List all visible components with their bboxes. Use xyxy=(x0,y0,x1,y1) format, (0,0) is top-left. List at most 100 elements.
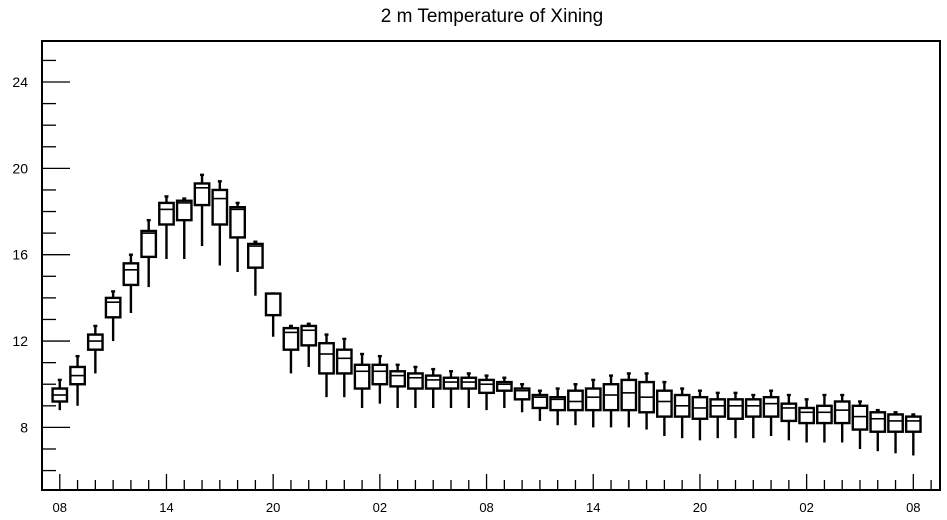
box-body xyxy=(353,363,371,390)
box-item xyxy=(175,197,193,260)
box-item xyxy=(460,372,478,408)
box-item xyxy=(246,240,264,296)
box-body xyxy=(246,242,264,269)
box-body xyxy=(602,383,620,412)
box-body xyxy=(833,400,851,425)
box-item xyxy=(584,378,602,428)
box-body xyxy=(371,363,389,386)
box-item xyxy=(691,389,709,441)
x-tick-label: 08 xyxy=(53,500,67,515)
box-item xyxy=(300,322,318,367)
box-body xyxy=(869,411,887,433)
box-body xyxy=(264,292,282,317)
x-tick-label: 02 xyxy=(799,500,813,515)
box-body xyxy=(762,395,780,418)
y-tick-label: 16 xyxy=(12,247,28,263)
box-item xyxy=(478,374,495,411)
box-item xyxy=(264,292,282,337)
box-item xyxy=(69,354,86,406)
box-item xyxy=(638,372,655,430)
box-body xyxy=(175,199,193,222)
box-body xyxy=(442,376,460,390)
x-tick-label: 20 xyxy=(693,500,707,515)
box-body xyxy=(229,206,247,239)
y-tick-label: 8 xyxy=(20,419,28,435)
box-body xyxy=(655,389,673,418)
box-body xyxy=(389,370,407,388)
box-item xyxy=(495,376,513,408)
box-item xyxy=(229,201,247,272)
box-body xyxy=(549,395,567,412)
box-series xyxy=(51,173,922,456)
box-item xyxy=(282,324,300,374)
box-item xyxy=(709,391,727,439)
box-body xyxy=(567,389,584,412)
box-body xyxy=(904,415,922,433)
box-body xyxy=(709,398,727,418)
box-item xyxy=(513,383,531,413)
box-item xyxy=(193,173,211,247)
x-axis: 08 14 20 02 08 14 20 02 08 xyxy=(53,474,932,515)
box-item xyxy=(353,352,371,408)
box-item xyxy=(833,393,851,443)
box-body xyxy=(816,404,833,425)
box-body xyxy=(584,387,602,412)
x-tick-label: 14 xyxy=(586,500,600,515)
box-body xyxy=(193,182,211,207)
x-tick-label: 08 xyxy=(906,500,920,515)
box-body xyxy=(424,374,442,390)
box-item xyxy=(851,400,869,449)
box-body xyxy=(300,324,318,347)
box-item xyxy=(887,411,904,454)
box-body xyxy=(478,378,495,395)
box-item xyxy=(869,408,887,452)
box-body xyxy=(531,393,549,410)
box-body xyxy=(851,404,869,431)
box-item xyxy=(407,365,424,408)
box-item xyxy=(442,370,460,408)
y-tick-label: 20 xyxy=(12,160,28,176)
y-tick-label: 12 xyxy=(12,333,28,349)
box-body xyxy=(460,376,478,390)
box-item xyxy=(673,387,691,439)
box-body xyxy=(744,398,762,418)
box-body xyxy=(211,188,229,226)
y-tick-label: 24 xyxy=(12,74,28,90)
box-body xyxy=(887,413,904,433)
box-body xyxy=(335,348,353,375)
box-item xyxy=(727,391,744,439)
box-item xyxy=(424,367,442,408)
x-tick-label: 02 xyxy=(373,500,387,515)
box-body xyxy=(140,229,158,259)
x-tick-label: 08 xyxy=(479,500,493,515)
box-item xyxy=(655,380,673,437)
box-item xyxy=(744,393,762,439)
box-body xyxy=(282,326,300,351)
box-item xyxy=(86,324,104,374)
x-tick-label: 14 xyxy=(159,500,173,515)
chart-title: 2 m Temperature of Xining xyxy=(381,6,604,27)
box-item xyxy=(158,195,175,260)
box-item xyxy=(211,180,229,266)
box-body xyxy=(513,387,531,401)
box-item xyxy=(371,354,389,404)
box-item xyxy=(762,389,780,437)
box-body xyxy=(158,201,175,226)
box-item xyxy=(389,363,407,408)
box-item xyxy=(104,290,122,342)
box-body xyxy=(104,296,122,319)
box-body xyxy=(122,262,140,287)
box-item xyxy=(335,337,353,398)
box-item xyxy=(122,253,140,313)
box-item xyxy=(531,389,549,421)
box-body xyxy=(86,333,104,351)
box-body xyxy=(798,406,816,425)
box-body xyxy=(407,372,424,390)
box-body xyxy=(318,342,335,375)
box-body xyxy=(780,402,798,423)
box-body xyxy=(727,398,744,420)
box-item xyxy=(798,398,816,443)
y-axis: 8 12 16 20 24 xyxy=(12,59,70,472)
box-item xyxy=(51,378,69,411)
